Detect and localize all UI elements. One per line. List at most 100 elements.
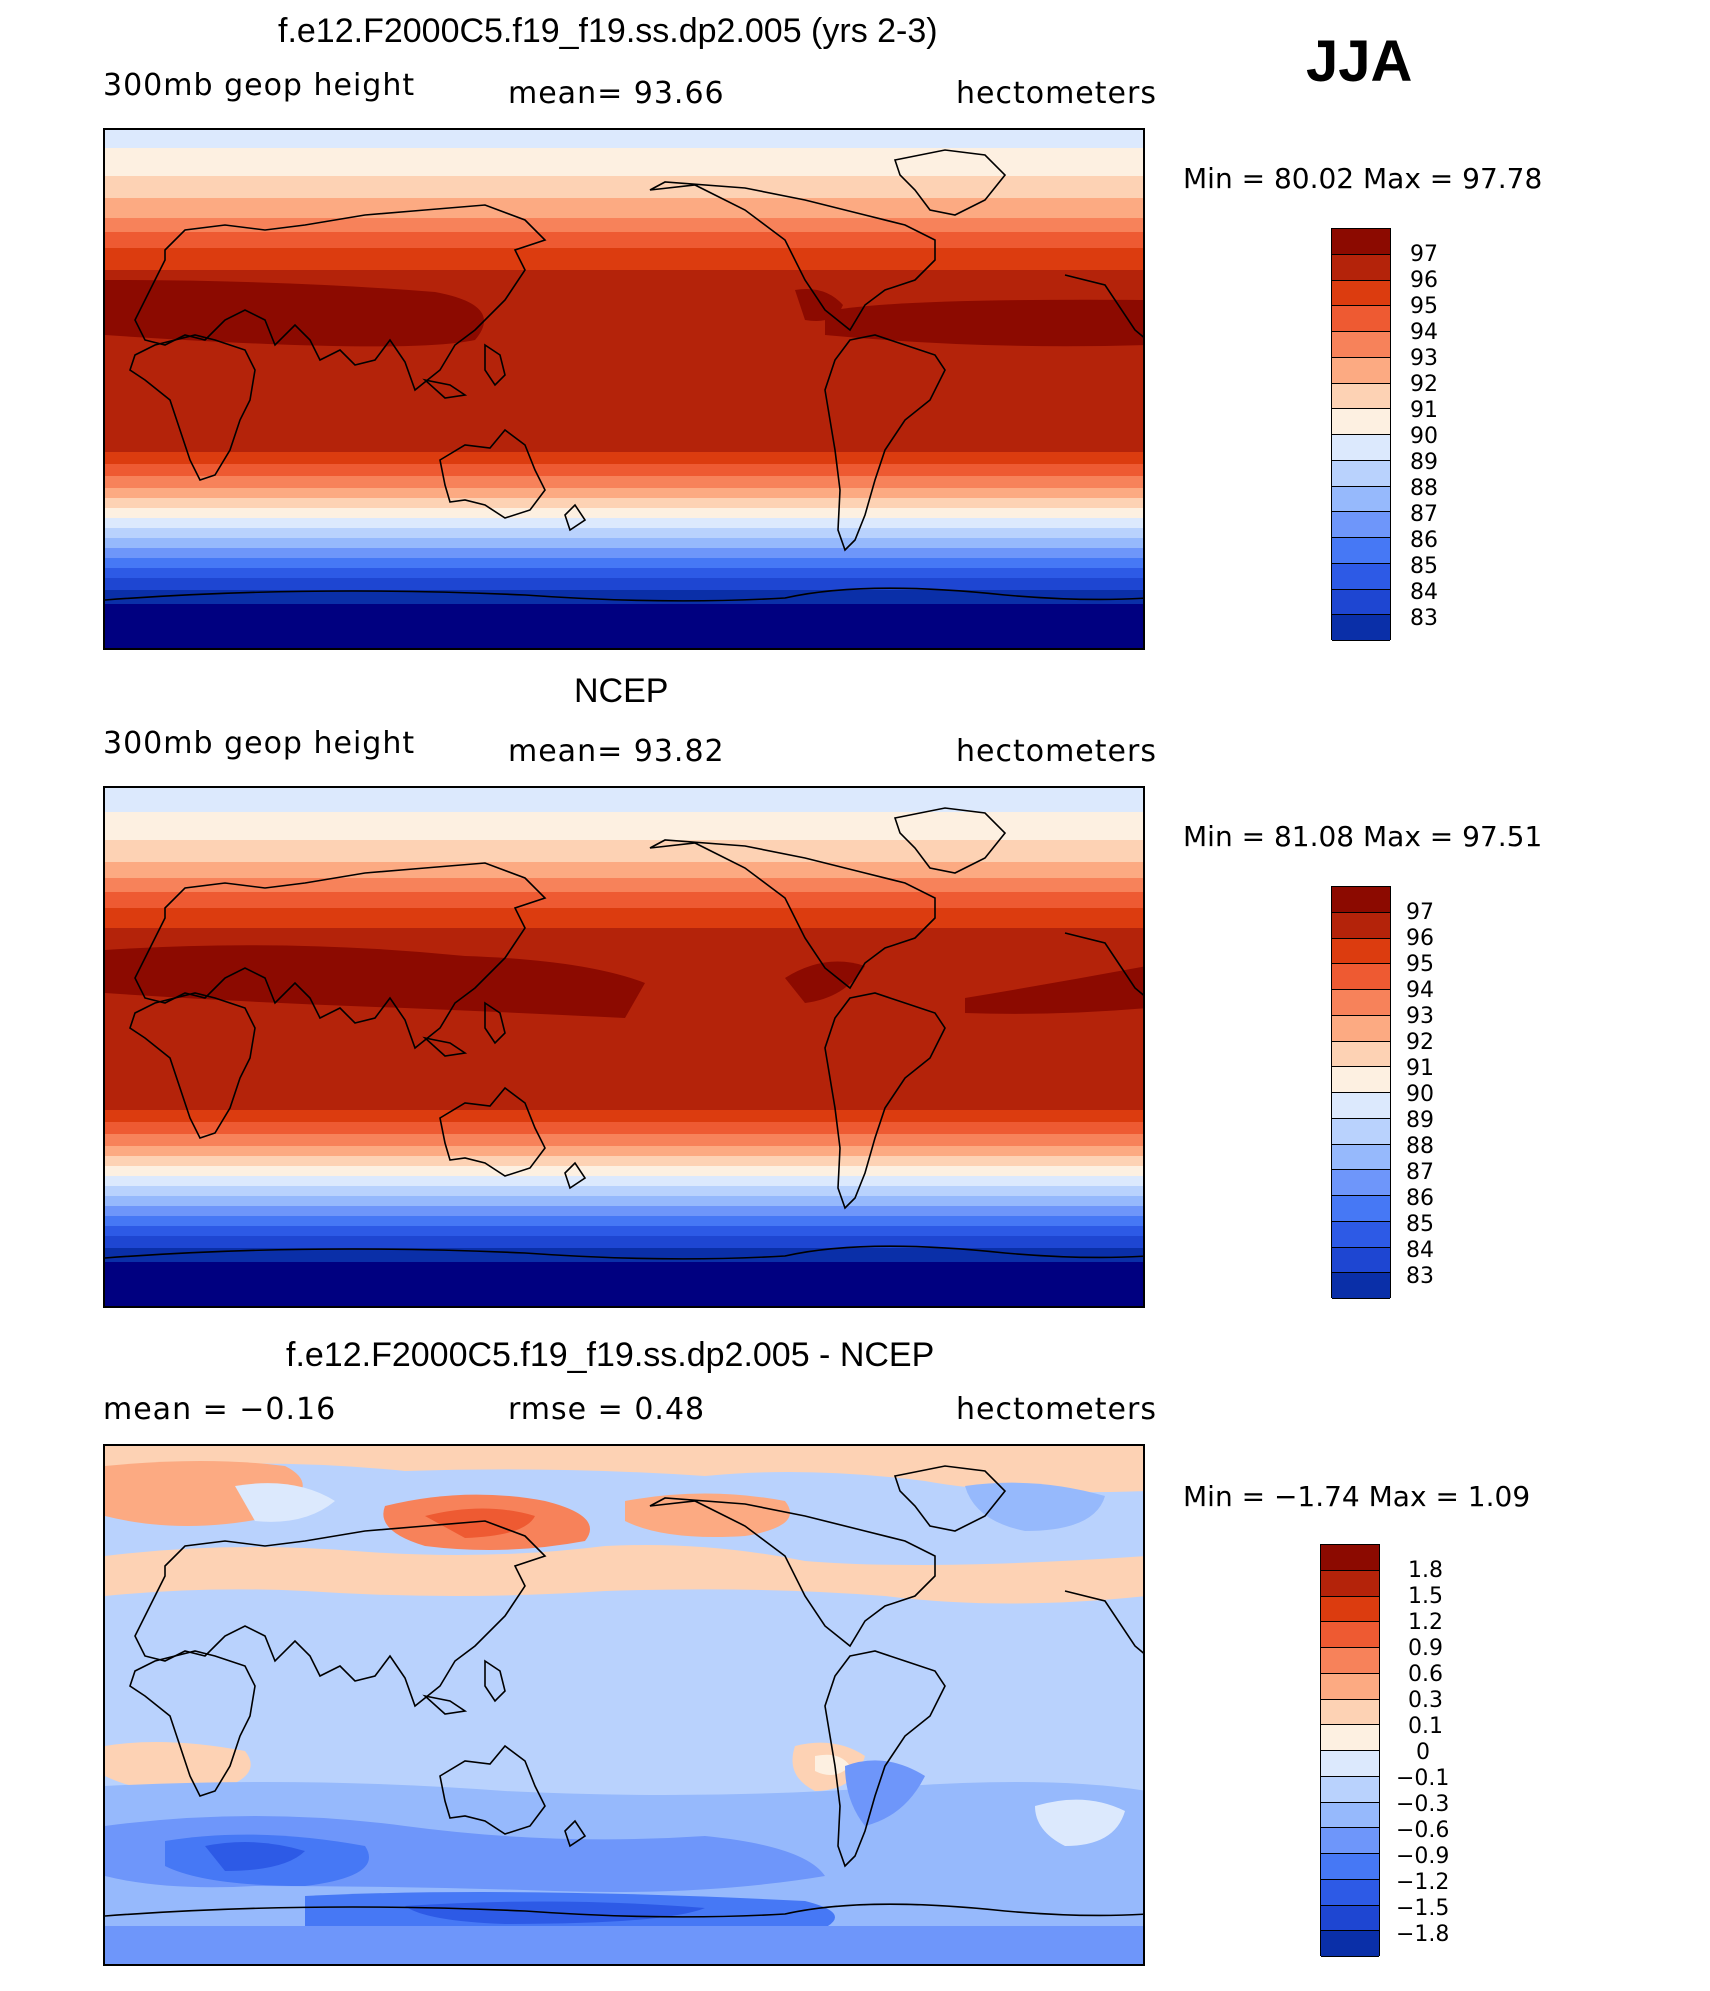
panel1-mean-label: mean= 93.66 bbox=[508, 76, 725, 111]
colorbar-tick-label: −0.6 bbox=[1396, 1818, 1450, 1843]
colorbar-swatch bbox=[1332, 538, 1390, 564]
colorbar-swatch bbox=[1332, 1221, 1390, 1248]
colorbar-tick-label: 0.1 bbox=[1408, 1714, 1443, 1739]
colorbar-tick-label: 89 bbox=[1406, 1108, 1434, 1133]
colorbar-swatch bbox=[1332, 280, 1390, 307]
colorbar-tick-label: 90 bbox=[1406, 1082, 1434, 1107]
colorbar-swatch bbox=[1332, 1273, 1390, 1299]
colorbar-swatch bbox=[1332, 912, 1390, 939]
colorbar-tick-label: 84 bbox=[1406, 1238, 1434, 1263]
colorbar-tick-label: 95 bbox=[1410, 294, 1438, 319]
colorbar-swatch bbox=[1332, 563, 1390, 590]
colorbar-swatch bbox=[1332, 1170, 1390, 1196]
panel1-units-label: hectometers bbox=[956, 76, 1157, 111]
colorbar-tick-label: 0.3 bbox=[1408, 1688, 1443, 1713]
colorbar-tick-label: 85 bbox=[1410, 554, 1438, 579]
colorbar-swatch bbox=[1321, 1802, 1379, 1829]
panel1-title: f.e12.F2000C5.f19_f19.ss.dp2.005 (yrs 2-… bbox=[278, 12, 938, 50]
colorbar-swatch bbox=[1332, 409, 1390, 435]
colorbar-tick-label: 1.2 bbox=[1408, 1610, 1443, 1635]
colorbar-swatch bbox=[1332, 964, 1390, 990]
colorbar-swatch bbox=[1332, 938, 1390, 965]
panel2-ncep-map bbox=[103, 786, 1145, 1308]
colorbar-swatch bbox=[1332, 1015, 1390, 1042]
colorbar-tick-label: 92 bbox=[1406, 1030, 1434, 1055]
colorbar-tick-label: 85 bbox=[1406, 1212, 1434, 1237]
colorbar-swatch bbox=[1321, 1931, 1379, 1957]
colorbar-tick-label: 86 bbox=[1410, 528, 1438, 553]
colorbar-swatch bbox=[1332, 306, 1390, 332]
colorbar-swatch bbox=[1332, 460, 1390, 487]
panel3-colorbar-frame bbox=[1320, 1544, 1380, 1957]
colorbar-tick-label: 83 bbox=[1406, 1264, 1434, 1289]
panel2-variable-label: 300mb geop height bbox=[103, 726, 416, 761]
colorbar-tick-label: 1.8 bbox=[1408, 1558, 1443, 1583]
panel3-rmse-label: rmse = 0.48 bbox=[508, 1392, 706, 1427]
colorbar-swatch bbox=[1332, 229, 1390, 255]
colorbar-swatch bbox=[1332, 1144, 1390, 1171]
colorbar-swatch bbox=[1332, 1196, 1390, 1222]
colorbar-tick-label: 86 bbox=[1406, 1186, 1434, 1211]
colorbar-swatch bbox=[1321, 1879, 1379, 1906]
colorbar-swatch bbox=[1332, 512, 1390, 538]
panel1-model-map bbox=[103, 128, 1145, 650]
colorbar-swatch bbox=[1332, 589, 1390, 616]
colorbar-swatch bbox=[1321, 1854, 1379, 1880]
colorbar-tick-label: 96 bbox=[1410, 268, 1438, 293]
colorbar-tick-label: −0.1 bbox=[1396, 1766, 1450, 1791]
colorbar-swatch bbox=[1321, 1776, 1379, 1803]
colorbar-tick-label: 93 bbox=[1406, 1004, 1434, 1029]
colorbar-tick-label: 94 bbox=[1410, 320, 1438, 345]
colorbar-swatch bbox=[1321, 1699, 1379, 1726]
colorbar-tick-label: 91 bbox=[1410, 398, 1438, 423]
colorbar-tick-label: 87 bbox=[1410, 502, 1438, 527]
panel3-mean-label: mean = −0.16 bbox=[103, 1392, 337, 1427]
colorbar-swatch bbox=[1332, 1247, 1390, 1274]
colorbar-tick-label: 94 bbox=[1406, 978, 1434, 1003]
colorbar-tick-label: −1.8 bbox=[1396, 1922, 1450, 1947]
colorbar-tick-label: 97 bbox=[1410, 242, 1438, 267]
panel2-units-label: hectometers bbox=[956, 734, 1157, 769]
panel2-mean-label: mean= 93.82 bbox=[508, 734, 725, 769]
colorbar-swatch bbox=[1321, 1725, 1379, 1751]
colorbar-swatch bbox=[1321, 1596, 1379, 1623]
colorbar-swatch bbox=[1321, 1622, 1379, 1648]
panel3-title: f.e12.F2000C5.f19_f19.ss.dp2.005 - NCEP bbox=[286, 1336, 935, 1374]
colorbar-tick-label: 89 bbox=[1410, 450, 1438, 475]
colorbar-tick-label: −0.3 bbox=[1396, 1792, 1450, 1817]
colorbar-swatch bbox=[1332, 435, 1390, 461]
colorbar-tick-label: 1.5 bbox=[1408, 1584, 1443, 1609]
colorbar-tick-label: 92 bbox=[1410, 372, 1438, 397]
colorbar-swatch bbox=[1332, 332, 1390, 358]
panel2-title: NCEP bbox=[574, 672, 669, 710]
colorbar-tick-label: 90 bbox=[1410, 424, 1438, 449]
panel1-variable-label: 300mb geop height bbox=[103, 68, 416, 103]
colorbar-tick-label: 88 bbox=[1406, 1134, 1434, 1159]
colorbar-swatch bbox=[1332, 1118, 1390, 1145]
colorbar-tick-label: −0.9 bbox=[1396, 1844, 1450, 1869]
colorbar-tick-label: 0 bbox=[1416, 1740, 1430, 1765]
colorbar-swatch bbox=[1321, 1905, 1379, 1932]
colorbar-swatch bbox=[1321, 1648, 1379, 1674]
colorbar-swatch bbox=[1332, 1067, 1390, 1093]
panel2-colorbar-frame bbox=[1331, 886, 1391, 1299]
colorbar-swatch bbox=[1332, 1093, 1390, 1119]
panel1-minmax: Min = 80.02 Max = 97.78 bbox=[1183, 162, 1543, 195]
colorbar-tick-label: 83 bbox=[1410, 606, 1438, 631]
colorbar-swatch bbox=[1321, 1828, 1379, 1854]
colorbar-tick-label: 84 bbox=[1410, 580, 1438, 605]
colorbar-tick-label: 87 bbox=[1406, 1160, 1434, 1185]
panel2-minmax: Min = 81.08 Max = 97.51 bbox=[1183, 820, 1543, 853]
colorbar-tick-label: 88 bbox=[1410, 476, 1438, 501]
colorbar-tick-label: 97 bbox=[1406, 900, 1434, 925]
colorbar-swatch bbox=[1332, 383, 1390, 410]
panel1-colorbar-frame bbox=[1331, 228, 1391, 641]
colorbar-swatch bbox=[1332, 887, 1390, 913]
colorbar-swatch bbox=[1332, 254, 1390, 281]
colorbar-tick-label: 93 bbox=[1410, 346, 1438, 371]
colorbar-swatch bbox=[1321, 1545, 1379, 1571]
season-label: JJA bbox=[1306, 29, 1413, 94]
colorbar-swatch bbox=[1332, 486, 1390, 513]
colorbar-tick-label: −1.5 bbox=[1396, 1896, 1450, 1921]
colorbar-swatch bbox=[1321, 1673, 1379, 1700]
